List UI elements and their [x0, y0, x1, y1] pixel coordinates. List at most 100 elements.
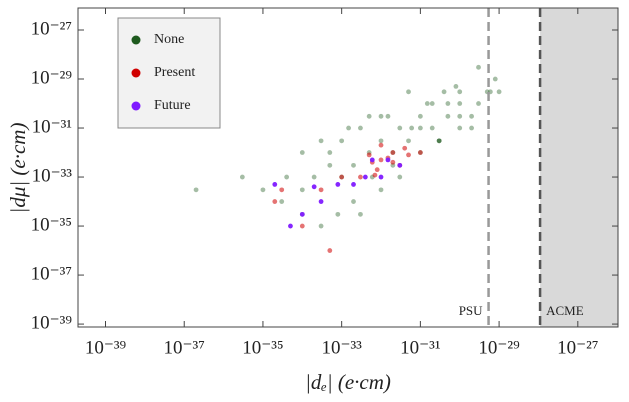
data-point [385, 157, 391, 163]
data-point [351, 199, 356, 204]
data-point [351, 182, 356, 187]
x-tick-label: 10⁻³⁵ [242, 337, 283, 358]
data-point [378, 157, 384, 163]
data-point [372, 172, 378, 178]
legend-label: Future [154, 98, 191, 113]
data-point [417, 150, 423, 155]
y-tick-label: 10⁻³⁵ [31, 214, 72, 235]
data-point [436, 138, 442, 144]
data-point [299, 211, 305, 217]
data-point [193, 187, 199, 193]
data-point [445, 101, 451, 106]
data-point [284, 174, 290, 180]
x-tick-label: 10⁻²⁷ [557, 337, 598, 358]
data-point [406, 152, 411, 158]
data-point [378, 138, 384, 144]
data-point [417, 113, 423, 119]
data-point [453, 83, 459, 89]
x-tick-label: 10⁻³⁷ [164, 337, 205, 358]
data-point [406, 138, 411, 144]
data-point [272, 182, 278, 187]
data-point [457, 113, 463, 119]
data-point [390, 150, 396, 155]
data-point [299, 223, 305, 229]
data-point [397, 125, 403, 131]
data-point [358, 174, 363, 180]
data-point [327, 248, 333, 253]
data-point [424, 101, 430, 106]
data-point [390, 159, 396, 165]
x-tick-label: 10⁻³¹ [400, 337, 441, 358]
data-point [339, 174, 345, 180]
legend-marker [131, 101, 141, 111]
data-point [318, 199, 324, 204]
y-tick-label: 10⁻²⁹ [31, 67, 73, 88]
data-point [469, 113, 474, 119]
data-point [318, 138, 324, 144]
data-point [378, 187, 384, 193]
data-point [378, 142, 384, 148]
data-point [457, 89, 463, 95]
data-point [457, 101, 463, 106]
y-tick-label: 10⁻³⁹ [31, 312, 73, 333]
data-point [318, 223, 324, 229]
excluded-region [540, 8, 618, 327]
data-point [476, 101, 481, 106]
data-point [299, 187, 305, 193]
data-point [469, 125, 474, 131]
data-point [260, 187, 266, 193]
y-tick-label: 10⁻³³ [32, 165, 73, 186]
data-point [272, 199, 278, 204]
data-point [378, 113, 384, 119]
plot-frame [77, 7, 619, 328]
x-tick-label: 10⁻²⁹ [478, 337, 520, 358]
data-point [445, 113, 451, 119]
data-point [378, 174, 384, 180]
data-point [346, 125, 351, 131]
data-point [279, 199, 285, 204]
data-point [327, 150, 333, 155]
data-point [417, 125, 423, 131]
data-point [457, 125, 463, 131]
y-tick-label: 10⁻²⁷ [31, 18, 72, 39]
data-point [335, 182, 341, 187]
data-point [369, 157, 375, 163]
legend: None Present Future [117, 17, 221, 129]
data-point [436, 138, 442, 144]
data-point [288, 223, 293, 229]
data-point [351, 162, 356, 168]
x-tick-label: 10⁻³³ [321, 337, 362, 358]
data-point [311, 184, 317, 190]
data-point [366, 152, 372, 158]
legend-marker [131, 35, 141, 45]
y-axis-label: |dμ| (e·cm) [6, 123, 30, 214]
y-tick-label: 10⁻³⁷ [31, 263, 72, 284]
data-point [492, 76, 498, 82]
limit-label: PSU [459, 303, 483, 318]
data-point [402, 145, 408, 151]
data-point [429, 125, 435, 131]
data-point [358, 125, 363, 131]
data-point [358, 211, 363, 217]
data-point [239, 174, 245, 180]
data-point [429, 101, 435, 106]
data-point [327, 162, 333, 168]
x-tick-label: 10⁻³⁹ [85, 337, 127, 358]
legend-label: Present [154, 65, 195, 80]
data-point [397, 174, 403, 180]
data-point [496, 89, 502, 95]
data-point [366, 113, 372, 119]
data-point [299, 150, 305, 155]
data-point [406, 89, 411, 95]
data-point [311, 174, 317, 180]
data-point [335, 211, 341, 217]
limit-label: ACME [546, 303, 584, 318]
x-axis-label: |dₑ| (e·cm) [305, 370, 391, 394]
data-point [436, 138, 442, 144]
data-point [362, 174, 368, 180]
data-point [385, 113, 391, 119]
data-point [409, 125, 415, 131]
data-point [441, 89, 447, 95]
data-point [318, 187, 324, 193]
